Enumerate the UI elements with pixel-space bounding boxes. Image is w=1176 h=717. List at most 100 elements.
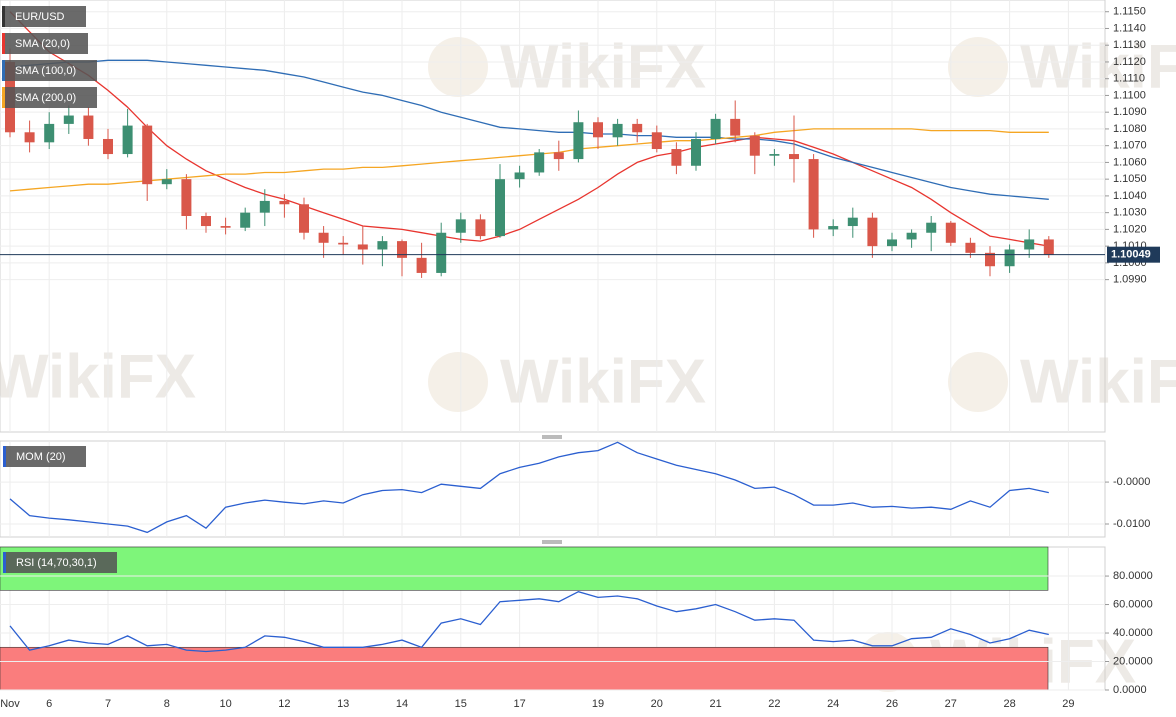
legend-box xyxy=(2,6,86,27)
y-tick-label: 1.0990 xyxy=(1113,274,1147,286)
watermark-logo xyxy=(428,352,488,412)
last-price-tag xyxy=(1107,246,1160,263)
watermark: WikiFX xyxy=(1020,32,1176,101)
candle-body xyxy=(103,138,113,155)
candle-body xyxy=(573,122,584,160)
candle-body xyxy=(318,232,329,243)
legend-swatch xyxy=(3,446,6,467)
y-tick-label: 1.1060 xyxy=(1113,156,1147,168)
candle-body xyxy=(985,252,995,267)
candle-body xyxy=(122,125,133,155)
candle-body xyxy=(593,122,603,138)
y-tick-label: -0.0100 xyxy=(1113,518,1150,530)
candle-body xyxy=(749,135,760,156)
legend-label: SMA (200,0) xyxy=(15,92,76,104)
y-tick-label: 1.1120 xyxy=(1113,56,1146,68)
candle-body xyxy=(1043,239,1054,255)
x-tick-label: 27 xyxy=(945,698,957,710)
x-tick-label: 22 xyxy=(768,698,780,710)
candle-body xyxy=(906,232,917,240)
candle-body xyxy=(769,154,780,156)
x-tick-label: 6 xyxy=(46,698,52,710)
y-tick-label: 1.1150 xyxy=(1113,6,1146,18)
y-tick-label: -0.0000 xyxy=(1113,476,1150,488)
candle-body xyxy=(357,244,368,250)
x-tick-label: 12 xyxy=(278,698,290,710)
candle-body xyxy=(945,222,956,243)
legend-box xyxy=(2,87,97,108)
candle-body xyxy=(495,179,505,237)
x-tick-label: 10 xyxy=(219,698,231,710)
x-tick-label: 29 xyxy=(1062,698,1074,710)
candle-body xyxy=(299,204,309,233)
watermark: WikiFX xyxy=(500,32,706,101)
watermark: WikiFX xyxy=(1020,347,1176,416)
x-tick-label: 28 xyxy=(1003,698,1015,710)
y-tick-label: 1.1070 xyxy=(1113,140,1147,152)
legend-swatch xyxy=(2,87,5,108)
candle-body xyxy=(475,219,486,237)
candle-body xyxy=(671,149,682,166)
candle-body xyxy=(651,132,662,150)
candle-body xyxy=(44,123,55,143)
candle-body xyxy=(63,115,74,124)
candle-body xyxy=(279,200,290,205)
y-tick-label: 1.1050 xyxy=(1113,173,1147,185)
candle-body xyxy=(847,217,858,227)
y-tick-label: 1.1100 xyxy=(1113,89,1146,101)
watermark: WikiFX xyxy=(0,342,196,411)
candle-body xyxy=(710,118,721,139)
candle-body xyxy=(965,242,976,253)
indicator-line xyxy=(9,441,1049,534)
y-tick-label: 1.1110 xyxy=(1113,73,1145,85)
indicator-line xyxy=(9,591,1049,653)
legend-label: EUR/USD xyxy=(15,11,65,23)
candle-body xyxy=(612,123,623,138)
legend-swatch xyxy=(2,6,5,27)
legend-label: RSI (14,70,30,1) xyxy=(16,557,97,569)
y-tick-label: 40.0000 xyxy=(1113,627,1153,639)
y-tick-label: 1.1090 xyxy=(1113,106,1147,118)
y-tick-label: 1.1140 xyxy=(1113,22,1146,34)
candle-body xyxy=(161,179,172,185)
candle-body xyxy=(83,115,94,139)
x-tick-label: 21 xyxy=(709,698,721,710)
candle-body xyxy=(181,179,192,216)
legend-label: MOM (20) xyxy=(16,451,66,463)
candle-body xyxy=(338,242,349,245)
indicator-line xyxy=(9,59,1049,200)
candle-body xyxy=(887,239,897,247)
x-tick-label: 19 xyxy=(592,698,604,710)
candle-body xyxy=(553,152,564,160)
legend-box xyxy=(3,446,86,467)
legend-box xyxy=(3,552,117,573)
candle-body xyxy=(691,138,701,166)
y-tick-label: 1.1130 xyxy=(1113,39,1146,51)
last-price-label: 1.10049 xyxy=(1111,249,1151,261)
candle-body xyxy=(220,226,231,228)
y-tick-label: 20.0000 xyxy=(1113,655,1153,667)
candle-body xyxy=(377,241,388,250)
oversold-band xyxy=(0,646,1049,691)
legend-swatch xyxy=(2,33,5,54)
x-tick-label: 13 xyxy=(337,698,349,710)
candle-body xyxy=(1004,249,1015,267)
y-tick-label: 1.1080 xyxy=(1113,123,1147,135)
watermark-logo xyxy=(948,352,1008,412)
watermark-logo xyxy=(428,37,488,97)
candle-body xyxy=(416,257,427,273)
candle-body xyxy=(867,217,878,247)
candle-body xyxy=(455,219,466,233)
legend-swatch xyxy=(3,552,6,573)
y-tick-label: 1.1030 xyxy=(1113,207,1147,219)
candle-body xyxy=(514,172,525,180)
candle-body xyxy=(789,154,799,160)
y-tick-label: 60.0000 xyxy=(1113,598,1153,610)
y-tick-label: 1.1040 xyxy=(1113,190,1147,202)
x-tick-label: Nov xyxy=(0,698,20,710)
watermark: WikiFX xyxy=(500,347,706,416)
candle-body xyxy=(240,212,251,228)
candle-body xyxy=(397,241,407,258)
x-tick-label: 20 xyxy=(651,698,663,710)
candle-body xyxy=(730,118,741,136)
